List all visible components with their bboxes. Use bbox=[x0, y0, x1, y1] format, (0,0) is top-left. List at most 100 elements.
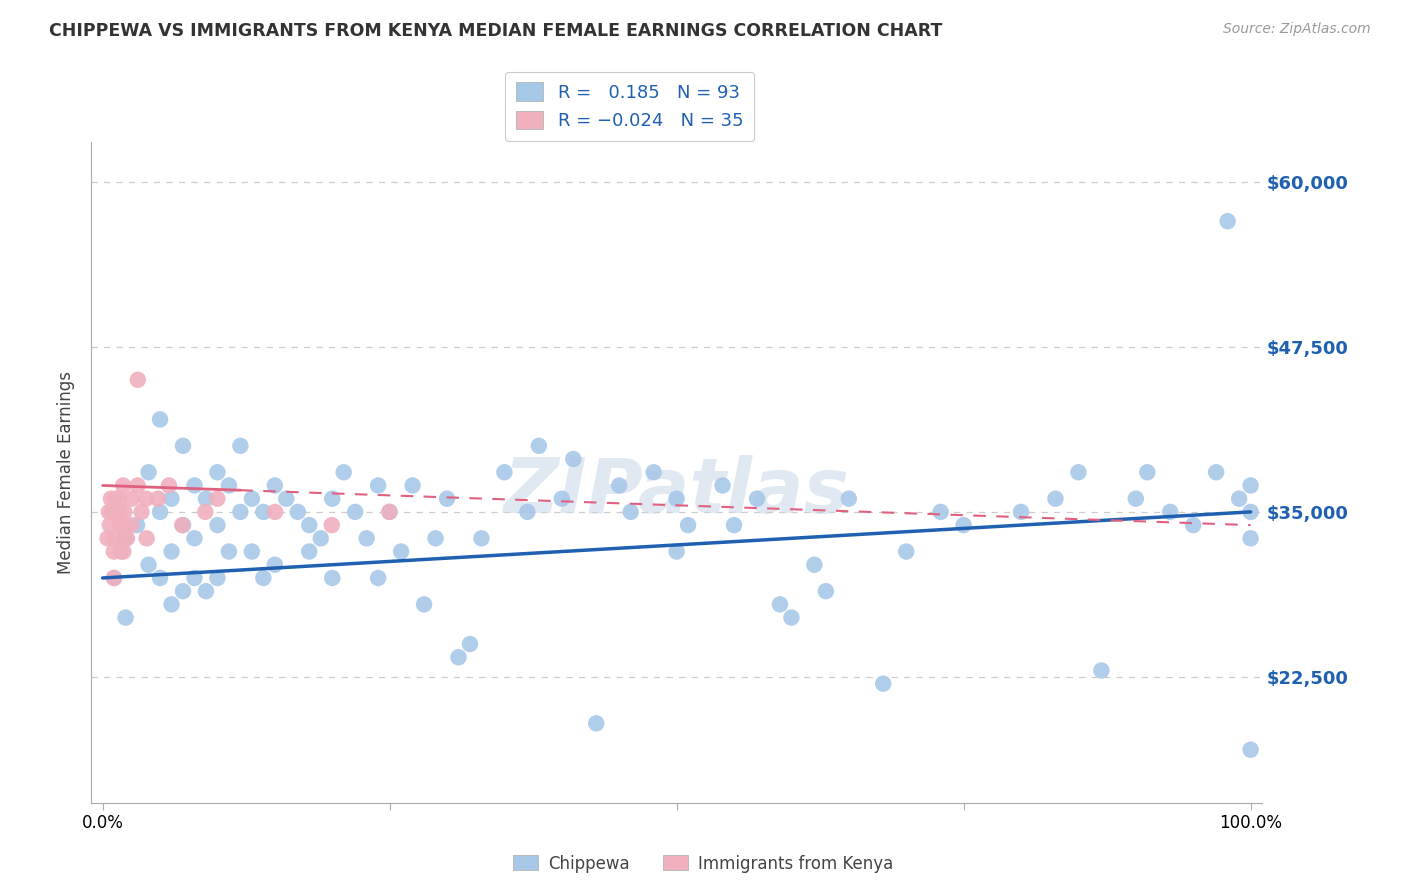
Point bbox=[172, 584, 194, 599]
Point bbox=[425, 531, 447, 545]
Point bbox=[470, 531, 492, 545]
Point bbox=[194, 491, 217, 506]
Point bbox=[103, 571, 125, 585]
Point bbox=[321, 571, 343, 585]
Point bbox=[389, 544, 412, 558]
Text: CHIPPEWA VS IMMIGRANTS FROM KENYA MEDIAN FEMALE EARNINGS CORRELATION CHART: CHIPPEWA VS IMMIGRANTS FROM KENYA MEDIAN… bbox=[49, 22, 942, 40]
Point bbox=[110, 544, 132, 558]
Point bbox=[1182, 518, 1205, 533]
Legend: R =   0.185   N = 93, R = −0.024   N = 35: R = 0.185 N = 93, R = −0.024 N = 35 bbox=[505, 71, 754, 141]
Point bbox=[838, 491, 860, 506]
Point bbox=[229, 439, 252, 453]
Point bbox=[769, 598, 792, 612]
Point bbox=[97, 505, 120, 519]
Point bbox=[207, 571, 229, 585]
Point bbox=[527, 439, 550, 453]
Point bbox=[1090, 664, 1112, 678]
Point bbox=[745, 491, 768, 506]
Point bbox=[172, 518, 194, 533]
Point bbox=[103, 544, 125, 558]
Point bbox=[114, 518, 136, 533]
Point bbox=[814, 584, 837, 599]
Point bbox=[114, 531, 136, 545]
Point bbox=[1205, 465, 1227, 479]
Point bbox=[413, 598, 436, 612]
Point bbox=[1125, 491, 1147, 506]
Point bbox=[551, 491, 574, 506]
Point bbox=[643, 465, 665, 479]
Point bbox=[127, 478, 149, 492]
Point bbox=[112, 544, 135, 558]
Point bbox=[436, 491, 458, 506]
Point bbox=[263, 558, 285, 572]
Point bbox=[240, 544, 263, 558]
Point bbox=[1239, 478, 1261, 492]
Point bbox=[157, 478, 180, 492]
Point bbox=[183, 478, 205, 492]
Point bbox=[127, 373, 149, 387]
Point bbox=[115, 531, 138, 545]
Point bbox=[207, 465, 229, 479]
Point bbox=[896, 544, 918, 558]
Point bbox=[110, 518, 132, 533]
Legend: Chippewa, Immigrants from Kenya: Chippewa, Immigrants from Kenya bbox=[506, 848, 900, 880]
Point bbox=[344, 505, 367, 519]
Point bbox=[1159, 505, 1181, 519]
Point bbox=[252, 505, 274, 519]
Point bbox=[332, 465, 354, 479]
Point bbox=[929, 505, 952, 519]
Point bbox=[160, 544, 183, 558]
Point bbox=[100, 491, 122, 506]
Point bbox=[321, 491, 343, 506]
Point bbox=[607, 478, 630, 492]
Point bbox=[194, 505, 217, 519]
Point bbox=[1239, 743, 1261, 757]
Point bbox=[378, 505, 401, 519]
Point bbox=[665, 544, 688, 558]
Point bbox=[494, 465, 516, 479]
Point bbox=[121, 518, 143, 533]
Point bbox=[321, 518, 343, 533]
Point bbox=[872, 676, 894, 690]
Point bbox=[114, 610, 136, 624]
Point bbox=[97, 531, 120, 545]
Point bbox=[367, 571, 389, 585]
Point bbox=[1136, 465, 1159, 479]
Point bbox=[585, 716, 607, 731]
Point bbox=[298, 544, 321, 558]
Text: Source: ZipAtlas.com: Source: ZipAtlas.com bbox=[1223, 22, 1371, 37]
Point bbox=[160, 598, 183, 612]
Point bbox=[218, 544, 240, 558]
Point bbox=[108, 491, 131, 506]
Point bbox=[160, 491, 183, 506]
Point bbox=[1239, 505, 1261, 519]
Point bbox=[146, 491, 169, 506]
Point bbox=[103, 531, 125, 545]
Point bbox=[183, 531, 205, 545]
Point bbox=[98, 518, 121, 533]
Point bbox=[952, 518, 974, 533]
Point bbox=[240, 491, 263, 506]
Point bbox=[101, 505, 124, 519]
Point bbox=[1010, 505, 1032, 519]
Point bbox=[183, 571, 205, 585]
Point bbox=[112, 478, 135, 492]
Point bbox=[172, 439, 194, 453]
Point bbox=[1227, 491, 1250, 506]
Point bbox=[103, 571, 125, 585]
Point bbox=[194, 584, 217, 599]
Point bbox=[458, 637, 481, 651]
Point bbox=[112, 505, 135, 519]
Point bbox=[110, 518, 132, 533]
Point bbox=[207, 491, 229, 506]
Point bbox=[131, 505, 153, 519]
Point bbox=[803, 558, 825, 572]
Point bbox=[562, 452, 585, 467]
Point bbox=[229, 505, 252, 519]
Point bbox=[108, 505, 131, 519]
Point bbox=[676, 518, 699, 533]
Point bbox=[516, 505, 538, 519]
Point bbox=[263, 478, 285, 492]
Point bbox=[276, 491, 298, 506]
Point bbox=[1216, 214, 1239, 228]
